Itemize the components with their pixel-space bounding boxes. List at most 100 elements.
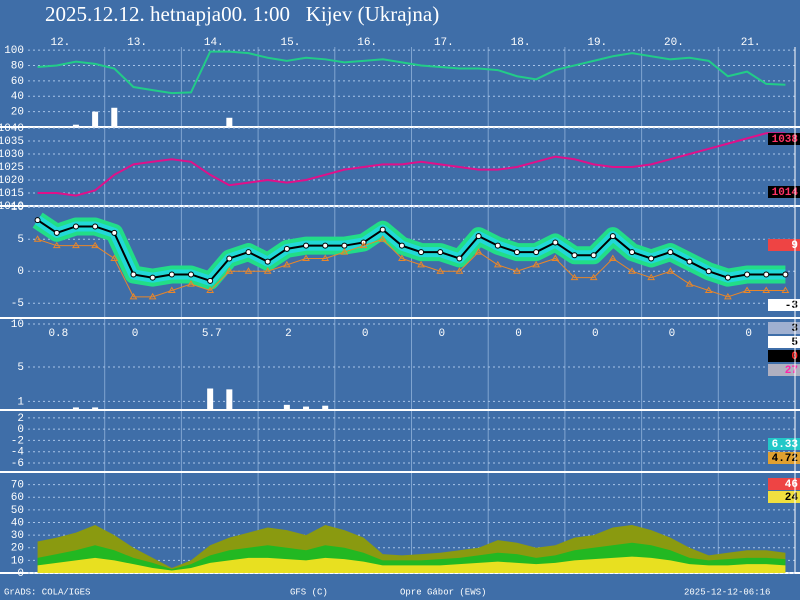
temp-point [303, 242, 310, 249]
temp-point [456, 255, 463, 262]
y-tick-label: 30 [11, 530, 24, 542]
day-label: 19. [587, 37, 607, 49]
dew-marker [148, 292, 157, 300]
y-tick-label: 70 [11, 480, 24, 492]
dew-marker [781, 286, 790, 293]
side-label: 1014 [772, 187, 799, 199]
dew-marker [282, 260, 291, 268]
side-label-bg [768, 299, 800, 311]
y-tick-label: 0 [17, 424, 24, 436]
temp-point [533, 249, 540, 256]
day-label: 13. [127, 37, 147, 49]
temp-point [187, 271, 194, 278]
y-tick-label: 0 [17, 266, 24, 278]
dew-marker [187, 280, 195, 287]
temp-point [494, 242, 501, 249]
area [37, 556, 786, 573]
side-label-bg [768, 364, 800, 376]
dew-marker [398, 254, 406, 261]
side-label: -3 [785, 300, 799, 312]
footer-author: Opre Gábor (EWS) [400, 587, 486, 597]
y-tick-label: -2 [11, 435, 24, 447]
day-label: 14. [204, 37, 224, 49]
y-tick-label: 2 [17, 413, 24, 425]
footer-left: GrADS: COLA/IGES [4, 587, 90, 597]
bar [72, 124, 79, 127]
y-tick-label: 1035 [0, 136, 24, 148]
dew-marker [417, 260, 425, 268]
title: 2025.12.12. hetnapja00. 1:00 Kijev (Ukra… [45, 2, 439, 26]
y-tick-label: 1030 [0, 149, 24, 161]
y-tick-label: 60 [11, 492, 24, 504]
temp-point [341, 242, 348, 249]
y-tick-label: 10 [11, 555, 24, 567]
temp-point [667, 249, 674, 256]
temp-point [724, 274, 731, 281]
dew-marker [743, 286, 751, 293]
dew-marker [378, 235, 387, 242]
day-label: 18. [511, 37, 531, 49]
dew-marker [72, 241, 80, 249]
temp-point [322, 242, 329, 249]
day-total: 0 [745, 328, 752, 340]
temp-point [571, 252, 578, 259]
bar [322, 405, 329, 410]
day-label: 12. [50, 37, 70, 49]
y-tick-label: 40 [11, 517, 24, 529]
dew-marker [685, 280, 694, 287]
y-tick-label: 10 [11, 319, 24, 331]
side-label-bg [768, 133, 800, 145]
y-tick-label: 40 [11, 91, 24, 103]
temp-point [513, 249, 520, 256]
temp-point [264, 258, 271, 265]
dew-marker [110, 254, 119, 261]
y-tick-label: 20 [11, 107, 24, 119]
footer-right: 2025-12-12-06:16 [684, 587, 770, 597]
bar [111, 107, 118, 127]
y-tick-label: 1025 [0, 162, 24, 174]
dew-marker [206, 286, 215, 293]
temp-point [34, 217, 41, 224]
bar [72, 407, 79, 410]
side-label-bg [768, 452, 800, 464]
dew-marker [589, 273, 598, 281]
dew-marker [570, 273, 579, 281]
dew-marker [321, 254, 330, 261]
dew-marker [647, 273, 656, 281]
y-tick-label: 10 [11, 202, 24, 214]
day-label: 16. [357, 37, 377, 49]
temp-point [763, 271, 770, 278]
y-tick-label: 1040 [0, 123, 24, 135]
day-total: 0 [362, 328, 369, 340]
side-label-bg [768, 322, 800, 334]
temp-point [686, 258, 693, 265]
y-tick-label: 50 [11, 505, 24, 517]
y-tick-label: 1 [17, 396, 24, 408]
day-label: 20. [664, 37, 684, 49]
temp-point [226, 255, 233, 262]
dew-marker [474, 248, 483, 255]
temp-point [744, 271, 751, 278]
y-tick-label: 100 [4, 45, 24, 57]
y-tick-label: 60 [11, 76, 24, 88]
dew-marker [762, 286, 771, 293]
dew-marker [724, 292, 732, 300]
temp-point [168, 271, 175, 278]
temp-point [590, 252, 597, 259]
y-tick-label: 5 [17, 234, 24, 246]
dew-marker [167, 286, 176, 293]
y-tick-label: -4 [11, 447, 25, 459]
day-total: 0 [515, 328, 522, 340]
y-tick-label: 20 [11, 543, 24, 555]
footer-center: GFS (C) [290, 587, 328, 597]
dew-marker [340, 248, 349, 255]
temp-point [398, 242, 405, 249]
y-tick-label: -6 [11, 458, 24, 470]
dew-marker [455, 267, 464, 274]
day-total: 0 [132, 328, 139, 340]
day-total: 0 [669, 328, 676, 340]
temp-point [130, 271, 137, 278]
dew-marker [666, 267, 675, 274]
y-tick-label: 80 [11, 60, 24, 72]
